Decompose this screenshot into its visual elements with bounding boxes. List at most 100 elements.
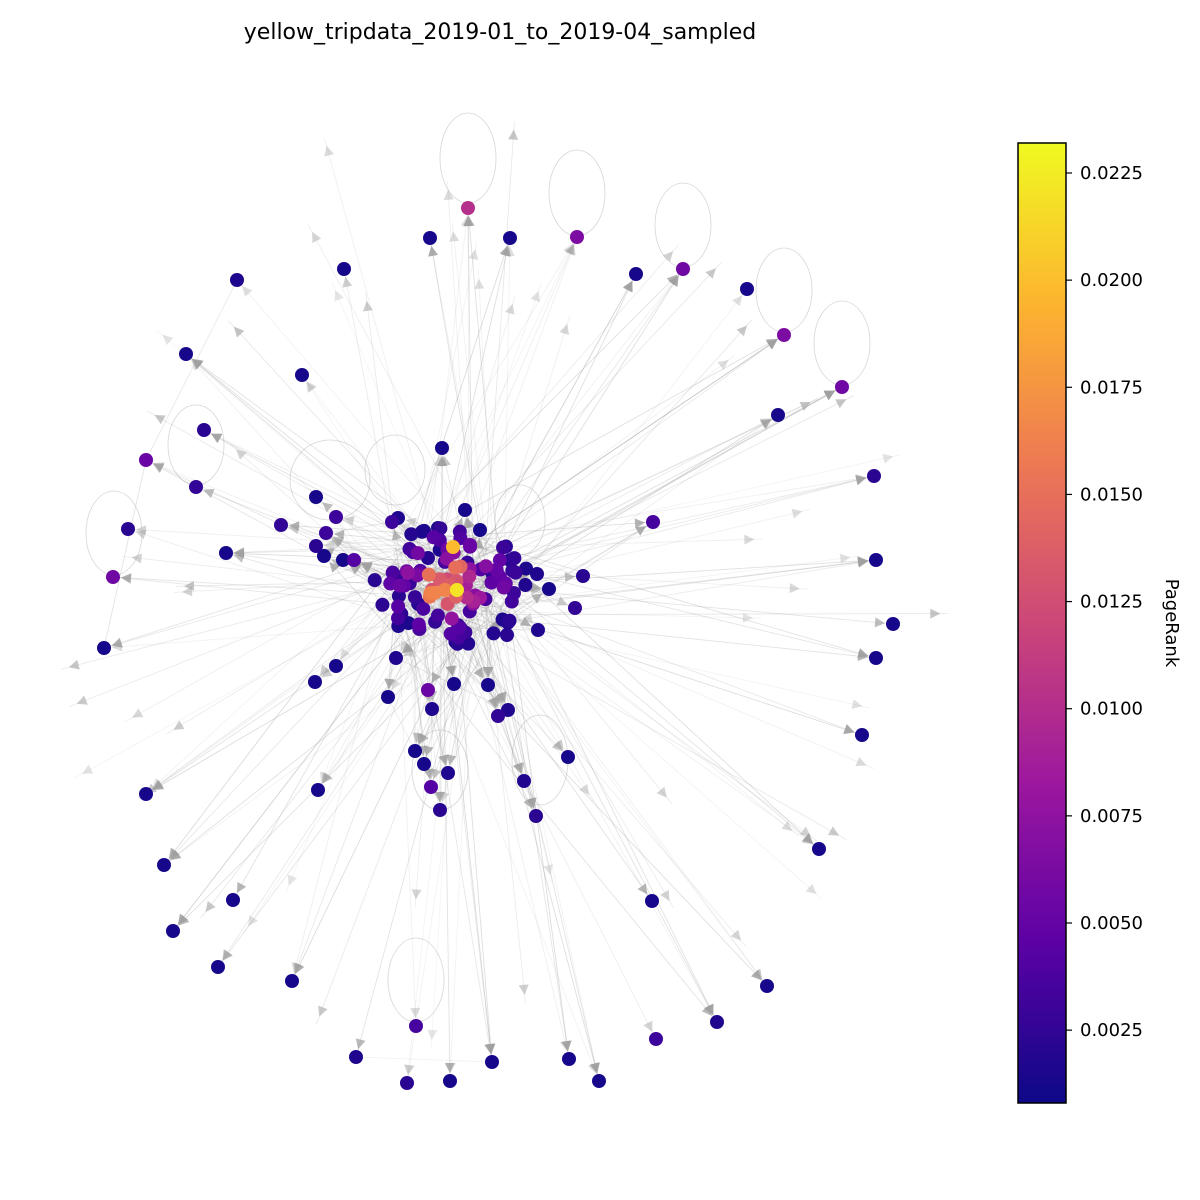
edge [172,550,467,932]
edge-arrowhead [587,1062,598,1074]
edge-arrowhead [331,538,343,550]
edge-arrowhead [462,517,473,529]
edge [445,273,637,617]
edge-arrowhead [233,548,245,559]
edge-arrowhead [851,699,863,709]
edge-arrowhead [233,547,245,558]
edge [491,623,553,883]
graph-node [347,553,361,567]
edge [393,334,785,553]
graph-node [407,590,422,605]
edge-arrowhead [404,1064,415,1076]
node-layer [97,201,900,1090]
edge [407,575,425,765]
edge-arrowhead [501,245,511,257]
edge-arrowhead [531,593,543,604]
edge-arrowhead [428,245,438,257]
edge-arrowhead [643,1020,653,1032]
edge [469,589,600,1082]
graph-node [189,480,203,494]
edge [243,609,459,934]
graph-node [812,842,826,856]
colorbar-gradient [1017,142,1067,1104]
edge [429,237,500,621]
graph-node [503,231,517,245]
edge-arrowhead [563,243,573,256]
edge [428,236,578,584]
edge-arrowhead [431,671,442,683]
edge-arrowhead [857,648,869,659]
edge-arrowhead [530,581,542,592]
edge-arrowhead [564,244,574,256]
edge [439,633,452,811]
graph-node [329,510,343,524]
graph-node [308,675,322,689]
edge [422,236,578,556]
graph-node [676,262,690,276]
graph-node [433,803,447,817]
edge-arrowhead [473,667,484,679]
graph-node [518,578,533,593]
edge [163,538,413,866]
edge-arrowhead [623,281,633,293]
edge [323,137,441,561]
edge-arrowhead [482,666,493,678]
graph-node [561,750,575,764]
graph-node [576,569,590,583]
graph-node [461,201,475,215]
edge-arrowhead [334,290,344,302]
edge-arrowhead [839,553,851,564]
edge-arrowhead [329,561,340,573]
graph-node [519,561,534,576]
edge-arrowhead [462,517,472,529]
edge [280,524,421,572]
edge-arrowhead [417,732,427,744]
edge [458,555,859,610]
edge-arrowhead [322,772,333,784]
edge-arrowhead [752,968,763,980]
edge-arrowhead [565,244,575,256]
edge [471,539,877,659]
edge [399,545,537,817]
edge [477,270,494,562]
colorbar-tick-label: 0.0175 [1080,377,1143,398]
graph-node [309,490,323,504]
graph-node [329,659,343,673]
edge-arrowhead [522,612,534,624]
graph-node [441,766,455,780]
edge [200,546,489,919]
edge [408,237,511,548]
graph-node [562,1052,576,1066]
edge [163,605,491,866]
edge-arrowhead [355,1038,366,1050]
edge [335,585,400,667]
graph-node [491,709,505,723]
edge [396,236,578,540]
edge-arrowhead [874,617,886,628]
edge-arrowhead [579,783,589,796]
graph-node [179,347,193,361]
edge-arrowhead [436,455,447,467]
edge [103,558,414,649]
edge [442,612,451,1082]
edge [420,237,511,630]
graph-node [400,1076,414,1090]
edge [392,625,718,1023]
edge [467,207,474,576]
edge [447,628,478,774]
edge [459,559,877,631]
graph-node [426,530,441,545]
edge-arrowhead [802,833,814,844]
edge-arrowhead [637,883,648,895]
graph-node [404,527,419,542]
edge-arrowhead [736,325,747,337]
edge-arrowhead [287,874,298,886]
colorbar-tick-label: 0.0200 [1080,270,1143,291]
graph-node [592,1074,606,1088]
colorbar-tick-label: 0.0125 [1080,592,1143,613]
edge [451,223,488,556]
edge [447,634,508,774]
edge [416,561,820,850]
edge-arrowhead [491,697,501,709]
edge [461,610,761,619]
